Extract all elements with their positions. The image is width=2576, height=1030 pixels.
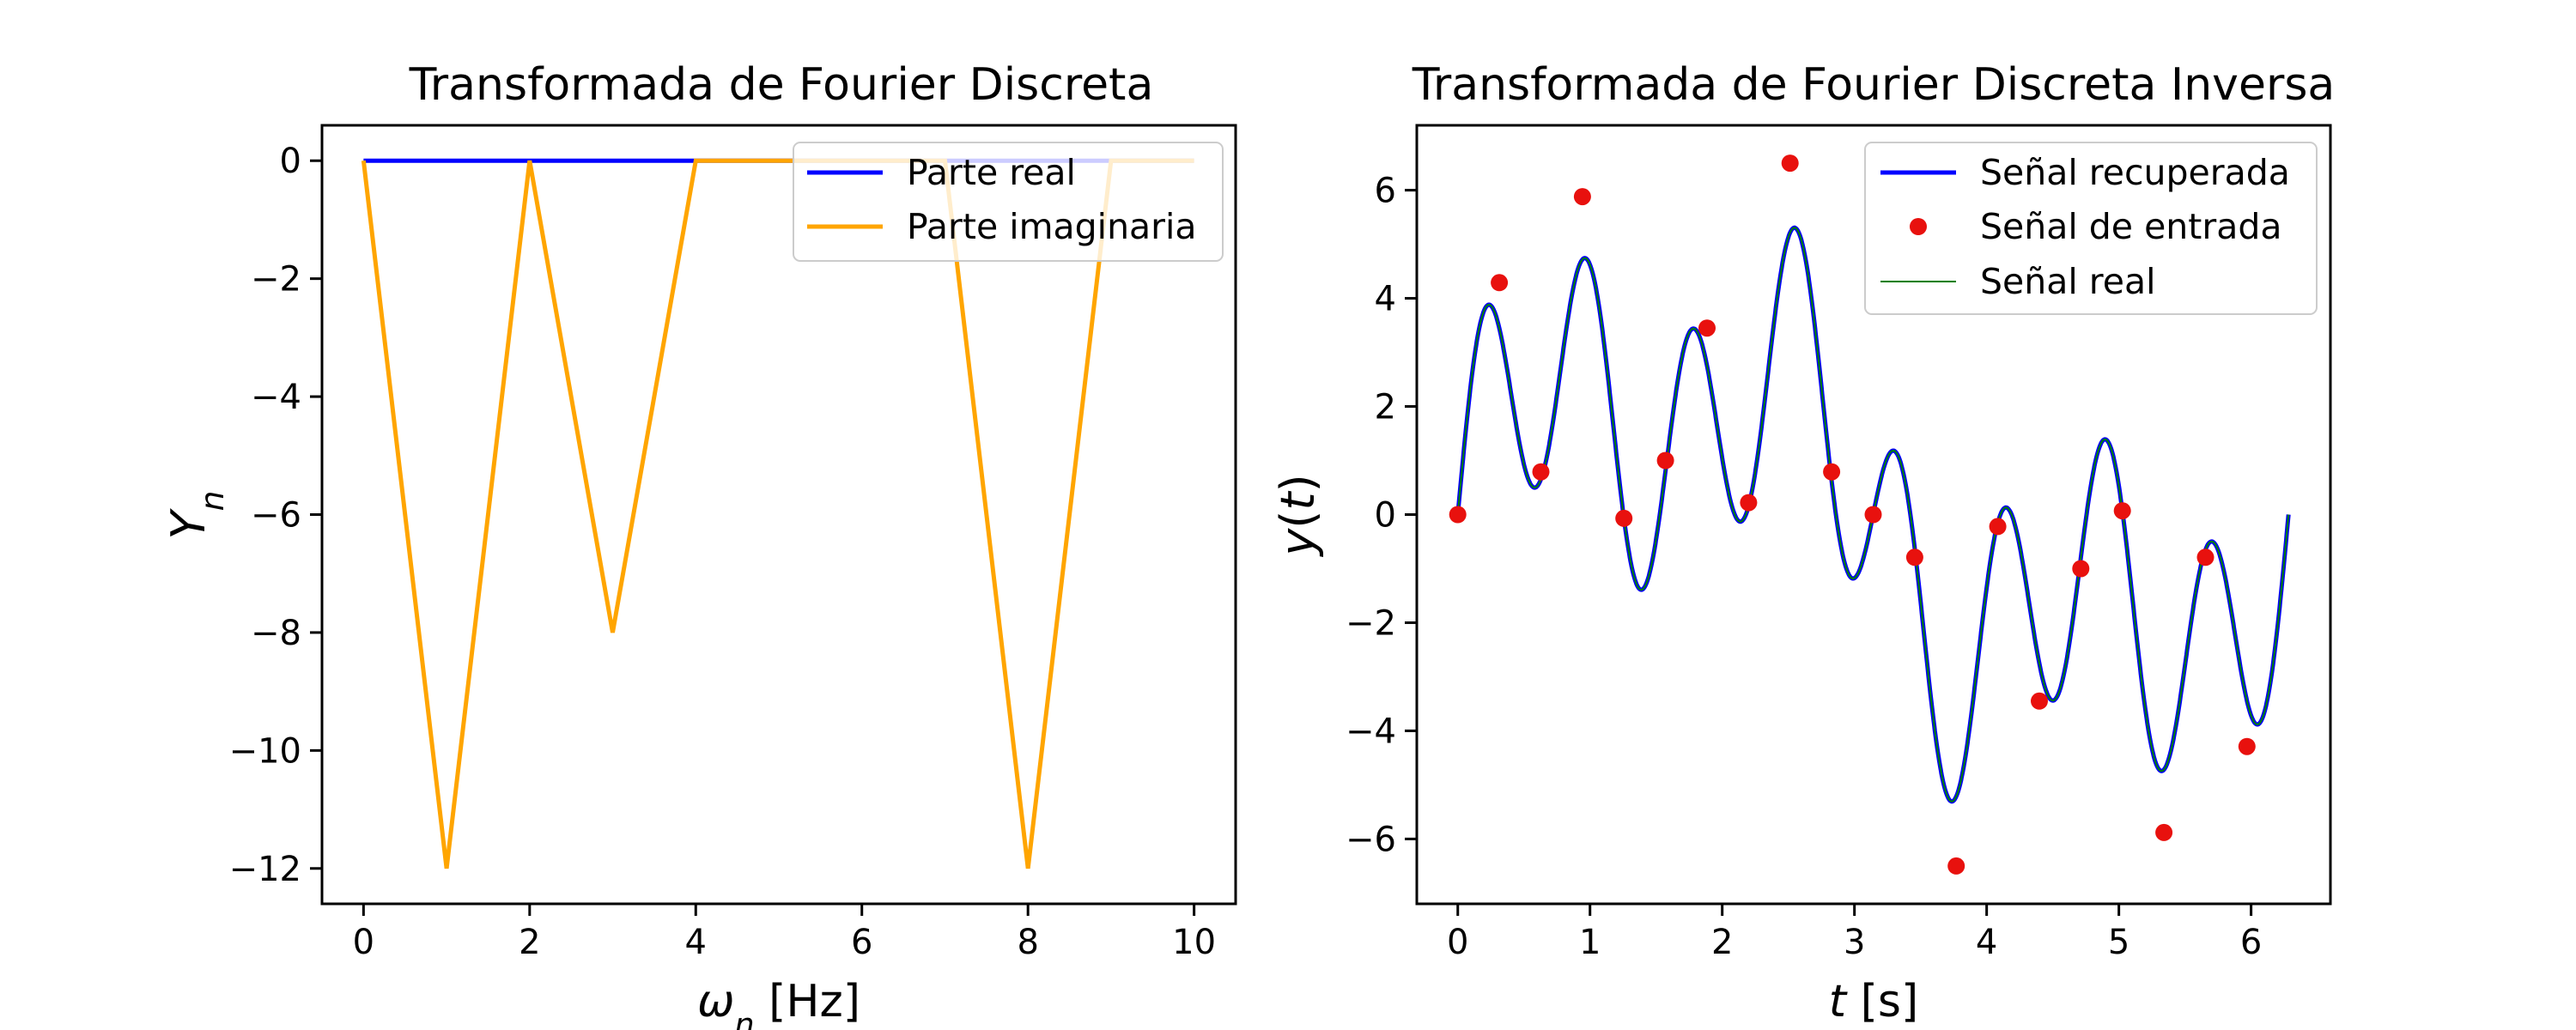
data-point — [1781, 154, 1799, 173]
series-line-parte-imaginaria — [361, 158, 1194, 869]
x-tick-label: 10 — [1172, 923, 1216, 962]
y-tick-label: 4 — [1375, 280, 1396, 319]
y-tick-label: 0 — [1375, 496, 1396, 536]
chart-title: Transformada de Fourier Discreta Inversa — [1412, 59, 2336, 111]
data-point — [2031, 692, 2048, 710]
legend-label-senal-recuperada: Señal recuperada — [1980, 152, 2290, 193]
data-point — [2072, 560, 2090, 578]
y-tick-label: −6 — [1346, 820, 1396, 859]
data-point — [1615, 509, 1633, 527]
y-tick-label: −2 — [251, 260, 301, 300]
legend: Señal recuperada Señal de entrada Señal … — [1864, 142, 2318, 315]
x-tick-label: 0 — [353, 923, 374, 962]
idft-chart: Transformada de Fourier Discreta Inversa… — [1271, 59, 2335, 1027]
y-tick-label: 2 — [1375, 388, 1396, 427]
x-tick-label: 2 — [519, 923, 540, 962]
data-point — [2113, 502, 2131, 520]
axis-ticks: 0 2 4 6 8 10 0 −2 −4 −6 −8 −10 −12 — [229, 142, 1217, 962]
x-tick-label: 2 — [1711, 923, 1733, 962]
data-point — [1989, 518, 2007, 536]
x-tick-label: 4 — [685, 923, 707, 962]
x-tick-label: 5 — [2108, 923, 2129, 962]
y-tick-label: −8 — [251, 614, 301, 653]
legend-label-senal-entrada: Señal de entrada — [1980, 206, 2281, 247]
legend-frame — [793, 142, 1224, 262]
y-tick-label: −12 — [229, 850, 301, 889]
series-lines — [1449, 154, 2291, 875]
x-tick-label: 1 — [1579, 923, 1601, 962]
x-axis-label: ωn [Hz] — [697, 976, 860, 1030]
data-point — [2238, 737, 2256, 755]
legend-label-parte-real: Parte real — [907, 152, 1076, 193]
x-tick-label: 0 — [1447, 923, 1468, 962]
y-tick-label: 6 — [1375, 172, 1396, 211]
data-point — [1532, 463, 1550, 481]
x-tick-label: 8 — [1017, 923, 1038, 962]
data-point — [2155, 823, 2173, 841]
legend-label-parte-imaginaria: Parte imaginaria — [907, 206, 1197, 247]
x-tick-label: 4 — [1976, 923, 1997, 962]
legend: Parte real Parte imaginaria — [793, 142, 1224, 262]
y-tick-label: 0 — [280, 142, 301, 181]
dft-chart: Transformada de Fourier Discreta 0 2 4 6 8 10… — [161, 59, 1237, 1030]
plot-frame — [320, 124, 1237, 906]
y-axis-label: y(t) — [1271, 474, 1325, 557]
x-tick-label: 6 — [851, 923, 872, 962]
legend-frame — [1864, 142, 2318, 315]
data-point — [1449, 506, 1467, 524]
axis-ticks: 0 1 2 3 4 5 6 6 4 2 0 −2 −4 −6 — [1346, 172, 2262, 962]
data-point — [1698, 319, 1716, 337]
y-axis-label: Yn — [161, 491, 231, 540]
data-point — [1905, 548, 1923, 566]
data-point — [1823, 463, 1841, 481]
data-point — [1864, 506, 1882, 524]
data-point — [1947, 857, 1965, 875]
chart-title: Transformada de Fourier Discreta — [409, 59, 1154, 111]
data-point — [1573, 188, 1591, 206]
y-tick-label: −6 — [251, 496, 301, 536]
legend-swatch-senal-entrada — [1910, 218, 1927, 235]
x-tick-label: 3 — [1844, 923, 1865, 962]
y-tick-label: −10 — [229, 731, 301, 771]
y-tick-label: −4 — [1346, 712, 1396, 751]
data-point — [1740, 494, 1758, 512]
data-point — [1491, 274, 1509, 292]
x-axis-label: t [s] — [1829, 976, 1919, 1027]
x-tick-label: 6 — [2240, 923, 2262, 962]
data-point — [2196, 548, 2215, 566]
data-point — [1656, 451, 1674, 470]
plot-frame — [1415, 124, 2332, 906]
y-tick-label: −2 — [1346, 603, 1396, 643]
y-tick-label: −4 — [251, 378, 301, 417]
legend-label-senal-real: Señal real — [1980, 261, 2155, 302]
